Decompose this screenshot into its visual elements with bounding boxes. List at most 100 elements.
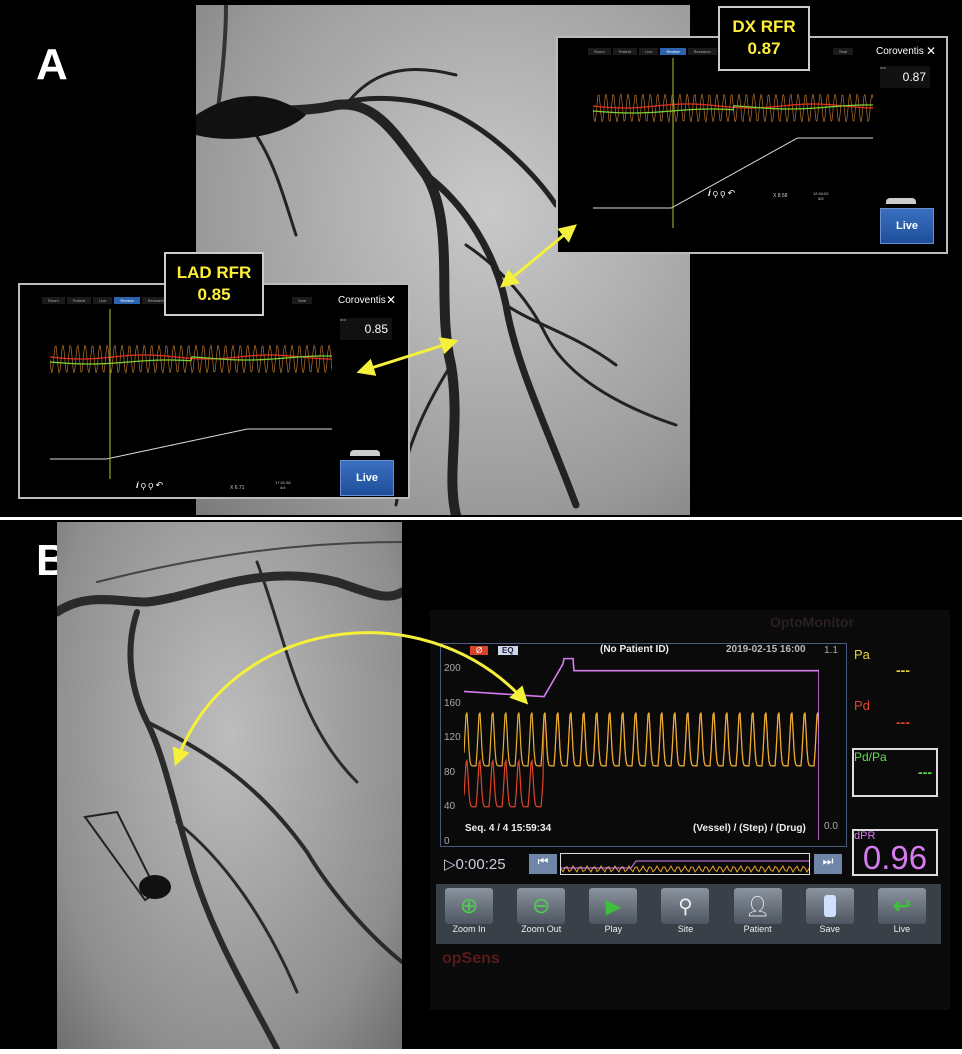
datetime: 2019-02-15 16:00 [726, 644, 806, 655]
live-button[interactable]: Live [340, 460, 394, 496]
rfr-label: RFR [340, 318, 347, 322]
callout-title: DX RFR [732, 17, 796, 36]
pa-mean-line [593, 104, 873, 114]
angiogram-image [52, 522, 407, 1052]
pressure-oscillation [593, 92, 873, 124]
skip-end-button[interactable]: ⏭ [814, 854, 842, 874]
x-readout: X 8.58 [773, 193, 788, 199]
dx-pressure-chart [593, 58, 873, 228]
tab-review[interactable]: Review [660, 48, 686, 55]
tab-research[interactable]: Research [687, 48, 717, 55]
vessel-step-drug: (Vessel) / (Step) / (Drug) [693, 823, 806, 834]
tools-icon[interactable]: ✕ [926, 44, 937, 58]
play-button[interactable]: ▶ Play [589, 888, 643, 934]
lad-tab-bar: Room Patient Live Review Research [42, 297, 171, 304]
catheter-tip [139, 875, 171, 899]
x-readout: X 6.71 [230, 485, 245, 491]
dpr-value: 0.96 [862, 839, 928, 876]
dpr-box: dPR 0.96 [852, 829, 938, 876]
lad-arrow [356, 337, 459, 376]
tab-live[interactable]: Live [93, 297, 113, 304]
patient-id: (No Patient ID) [600, 644, 669, 655]
lad-pressure-chart [50, 309, 332, 479]
callout-value: 0.87 [747, 39, 781, 58]
playback-timer: ▷0:00:25 [444, 856, 506, 873]
coronary-vessels [196, 3, 678, 520]
save-button[interactable]: Save [805, 888, 860, 934]
live-button[interactable]: ↩ Live [877, 888, 932, 934]
return-arrow-icon: ↩ [892, 893, 912, 918]
right-axis-bottom: 0.0 [824, 821, 838, 832]
expand-handle[interactable] [886, 198, 916, 204]
badge-eq[interactable]: EQ [498, 646, 518, 655]
pointer-arrow [172, 631, 529, 767]
tab-research[interactable]: Research [141, 297, 171, 304]
pressure-oscillation [50, 343, 332, 375]
pa-mean-line [50, 355, 332, 365]
play-icon: ▶ [605, 895, 622, 918]
pa-value: --- [896, 662, 910, 678]
usb-drive-icon [823, 895, 836, 917]
rfr-readout: RFR 0.85 [340, 318, 392, 340]
pointer-arrows [356, 224, 577, 376]
tab-seal[interactable]: Seal [292, 297, 313, 304]
pdpa-box: Pd/Pa --- [852, 748, 938, 797]
toolbar-icons[interactable]: 𝒊 ⚲ ⚲ ↶ [708, 188, 736, 198]
toolbar-icons[interactable]: 𝒊 ⚲ ⚲ ↶ [136, 480, 164, 490]
location-pin-icon: ⚲ [678, 895, 693, 918]
badge-red[interactable]: Ø [470, 646, 489, 655]
tab-live[interactable]: Live [639, 48, 659, 55]
zoom-in-button[interactable]: ⊕ Zoom In [445, 888, 499, 934]
callout-title: LAD RFR [176, 263, 252, 282]
panel-label: A [36, 40, 68, 89]
pd-value: --- [896, 714, 910, 730]
zoom-out-button[interactable]: ⊖ Zoom Out [517, 888, 571, 934]
tab-seal[interactable]: Seal [833, 48, 854, 55]
rfr-readout: RFR 0.87 [880, 66, 930, 88]
opsens-logo: opSens [442, 950, 500, 967]
tab-review[interactable]: Review [114, 297, 140, 304]
pd-label: Pd [854, 698, 870, 713]
lad-rfr-screen: Room Patient Live Review Research Seal C… [18, 283, 410, 499]
rfr-trend-line [593, 137, 873, 209]
timestamp: 17:31:38 4/4 [275, 480, 291, 490]
tab-patient[interactable]: Patient [66, 297, 92, 304]
person-icon: 👤︎ [744, 895, 771, 918]
dx-rfr-screen: Room Patient Live Review Research Seal C… [556, 36, 948, 254]
optomonitor-screen: OptoMonitor Ø EQ (No Patient ID) 2019-02… [430, 610, 950, 1010]
dx-rfr-callout: DX RFR 0.87 [718, 6, 810, 71]
pa-label: Pa [854, 647, 870, 662]
rfr-trend-line [50, 428, 332, 460]
tab-patient[interactable]: Patient [612, 48, 638, 55]
tools-icon[interactable]: ✕ [386, 293, 397, 307]
tab-room[interactable]: Room [42, 297, 65, 304]
callout-value: 0.85 [197, 285, 231, 304]
pdpa-value: --- [918, 764, 932, 780]
expand-handle[interactable] [350, 450, 380, 456]
lad-rfr-callout: LAD RFR 0.85 [164, 252, 264, 316]
rfr-label: RFR [880, 66, 887, 70]
timestamp: 12:34:02 5/5 [813, 191, 829, 201]
dx-arrow [500, 224, 577, 288]
brand-logo: Coroventis [338, 295, 386, 306]
panel-b: B OptoMonitor Ø EQ (No Patient ID) 2019-… [0, 520, 962, 1052]
tab-room[interactable]: Room [588, 48, 611, 55]
rfr-value: 0.85 [364, 322, 388, 336]
dpr-label: dPR [854, 830, 876, 842]
watermark: OptoMonitor [770, 614, 854, 630]
skip-start-button[interactable]: ⏮ [529, 854, 557, 874]
pdpa-label: Pd/Pa [854, 750, 887, 764]
live-button[interactable]: Live [880, 208, 934, 244]
brand-logo: Coroventis [876, 46, 924, 57]
patient-button[interactable]: 👤︎ Patient [733, 888, 788, 934]
plus-circle-icon: ⊕ [459, 893, 479, 918]
sequence-info: Seq. 4 / 4 15:59:34 [465, 823, 552, 834]
site-button[interactable]: ⚲ Site [661, 888, 715, 934]
button-bar: ⊕ Zoom In ⊖ Zoom Out ▶ Play ⚲ Site 👤︎ Patient… [436, 884, 941, 944]
right-axis-top: 1.1 [824, 645, 838, 656]
panel-a: A Room Patient Live Review Research Seal… [0, 0, 962, 520]
minus-circle-icon: ⊖ [531, 893, 551, 918]
timeline-scrubber[interactable] [560, 853, 810, 875]
rfr-value: 0.87 [902, 70, 926, 84]
dx-tab-bar: Room Patient Live Review Research [588, 48, 717, 55]
